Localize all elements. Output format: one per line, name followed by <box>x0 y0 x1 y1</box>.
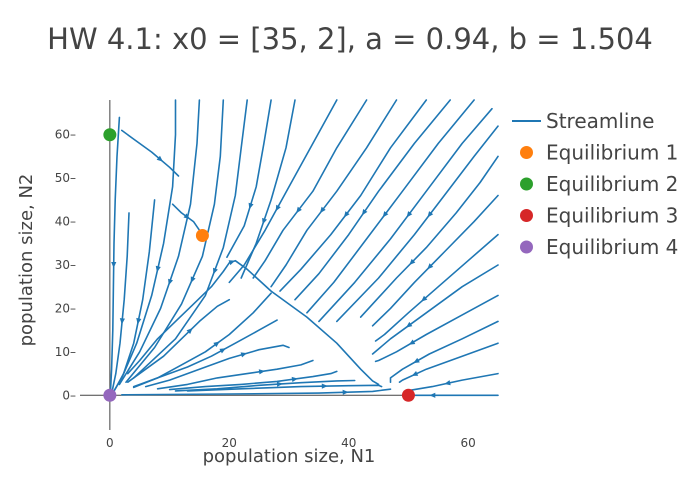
streamline-arrow <box>136 317 142 325</box>
streamline-arrow <box>343 211 350 218</box>
streamline <box>121 129 180 177</box>
streamline-arrow <box>190 276 196 283</box>
streamline <box>121 388 392 396</box>
equilibrium-point-4[interactable] <box>103 388 117 402</box>
streamline <box>118 99 201 386</box>
x-tick-label: 60 <box>461 436 476 450</box>
legend-marker-swatch <box>520 146 533 159</box>
plot-area[interactable] <box>80 99 499 430</box>
y-axis-label: population size, N2 <box>16 174 37 347</box>
plot-background <box>80 100 498 430</box>
streamline <box>359 155 499 318</box>
streamline-arrow <box>427 211 434 218</box>
equilibrium-point-2[interactable] <box>103 128 117 142</box>
y-tick-label: 10– <box>55 345 76 359</box>
x-axis-ticks: 0 20 40 60 <box>106 436 476 450</box>
streamline <box>144 344 290 388</box>
streamline-arrow <box>248 202 254 210</box>
streamline-arrow <box>421 295 428 302</box>
y-tick-label: 60– <box>55 128 76 142</box>
streamline-arrow <box>155 265 161 273</box>
streamline-arrow <box>411 370 419 376</box>
legend-label: Equilibrium 2 <box>546 172 678 196</box>
legend-marker-swatch <box>520 209 533 222</box>
streamline-arrow <box>119 318 125 325</box>
streamline-arrow <box>321 383 328 389</box>
streamline-arrow <box>342 389 349 395</box>
streamline-arrow <box>219 348 226 354</box>
legend-item-2[interactable]: Equilibrium 2 <box>520 172 678 196</box>
streamline-arrow <box>361 208 368 216</box>
streamline-arrow <box>262 217 268 225</box>
chart-title: HW 4.1: x0 = [35, 2], a = 0.94, b = 1.50… <box>47 22 653 56</box>
streamline <box>125 99 225 383</box>
equilibrium-point-1[interactable] <box>195 228 209 242</box>
streamline-arrow <box>276 381 283 387</box>
streamline-arrow <box>427 263 434 270</box>
legend-item-4[interactable]: Equilibrium 4 <box>520 235 678 259</box>
streamline-arrow <box>406 211 413 218</box>
x-tick-label: 20 <box>222 436 237 450</box>
legend-label: Equilibrium 4 <box>546 235 678 259</box>
y-tick-label: 40– <box>55 215 76 229</box>
streamline-arrow <box>429 392 436 398</box>
streamline-arrow <box>275 204 281 212</box>
streamline-arrow <box>296 206 302 214</box>
streamline-arrow <box>168 278 174 286</box>
streamline-arrow <box>444 380 451 386</box>
streamline <box>127 298 231 383</box>
streamline-arrow <box>319 206 326 214</box>
streamline-arrow <box>111 261 117 268</box>
legend-label: Streamline <box>546 109 654 133</box>
streamline-arrow <box>186 328 193 335</box>
legend-item-3[interactable]: Equilibrium 3 <box>520 204 678 228</box>
streamline <box>168 370 338 391</box>
legend-label: Equilibrium 1 <box>546 141 678 165</box>
streamline-arrow <box>382 211 389 218</box>
x-axis-label: population size, N1 <box>203 446 376 467</box>
y-tick-label: 30– <box>55 258 76 272</box>
streamline-arrow <box>291 376 298 382</box>
streamline-arrow <box>183 213 190 219</box>
legend-item-0[interactable]: Streamline <box>512 109 654 133</box>
equilibria-group <box>103 128 415 402</box>
x-tick-label: 40 <box>341 436 356 450</box>
streamline-arrow <box>409 258 416 265</box>
y-tick-label: 20– <box>55 301 76 315</box>
streamline-arrow <box>213 341 220 348</box>
streamline <box>132 99 248 379</box>
x-tick-label: 0 <box>106 436 114 450</box>
streamline <box>156 359 314 390</box>
streamline-arrow <box>408 339 416 345</box>
legend-item-1[interactable]: Equilibrium 1 <box>520 141 678 165</box>
legend-label: Equilibrium 3 <box>546 204 678 228</box>
streamline <box>371 264 499 355</box>
legend-marker-swatch <box>520 177 533 191</box>
y-axis-ticks: 0– 10– 20– 30– 40– 50– 60– <box>55 128 76 403</box>
streamline-arrow <box>156 155 163 162</box>
streamline-arrow <box>405 321 413 328</box>
y-tick-label: 50– <box>55 171 76 185</box>
streamline-arrow <box>413 357 420 364</box>
streamline-arrow <box>228 260 236 266</box>
streamline-arrow <box>258 369 266 375</box>
streamlines-group <box>109 99 499 398</box>
streamline <box>398 342 499 383</box>
legend-marker-swatch <box>520 240 533 254</box>
legend[interactable]: Streamline Equilibrium 1 Equilibrium 2 Equi… <box>512 109 678 259</box>
equilibrium-point-3[interactable] <box>401 388 415 402</box>
streamline <box>226 99 272 258</box>
streamline-arrow <box>213 267 218 275</box>
streamline <box>132 319 278 389</box>
streamline-arrow <box>240 352 248 358</box>
y-tick-label: 0– <box>62 388 76 402</box>
